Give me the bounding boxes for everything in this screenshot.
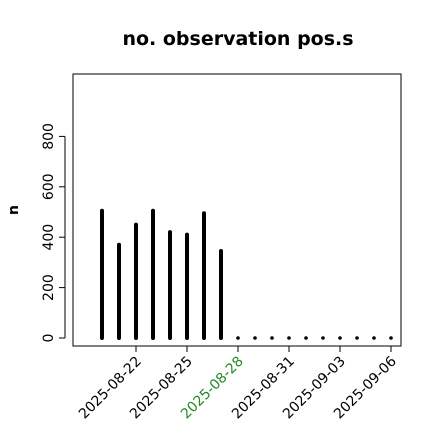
- bar: [372, 336, 376, 340]
- y-axis-label: n: [6, 205, 22, 215]
- bar: [253, 336, 257, 340]
- bar: [270, 336, 274, 340]
- y-tick-label: 0: [41, 334, 57, 343]
- y-tick-label: 400: [41, 224, 57, 251]
- bar: [321, 336, 325, 340]
- x-axis: 2025-08-222025-08-252025-08-282025-08-31…: [76, 345, 400, 422]
- bar: [338, 336, 342, 340]
- bar: [287, 336, 291, 340]
- bar: [236, 336, 240, 340]
- y-tick-label: 200: [41, 274, 57, 301]
- bars: [100, 208, 393, 340]
- y-tick-label: 800: [41, 123, 57, 150]
- bar: [304, 336, 308, 340]
- y-axis: 0 200 400 600 800: [41, 123, 66, 343]
- y-tick-label: 600: [41, 173, 57, 200]
- chart-title: no. observation pos.s: [122, 28, 353, 50]
- plot-frame: [72, 73, 402, 347]
- bar: [389, 336, 393, 340]
- bar: [355, 336, 359, 340]
